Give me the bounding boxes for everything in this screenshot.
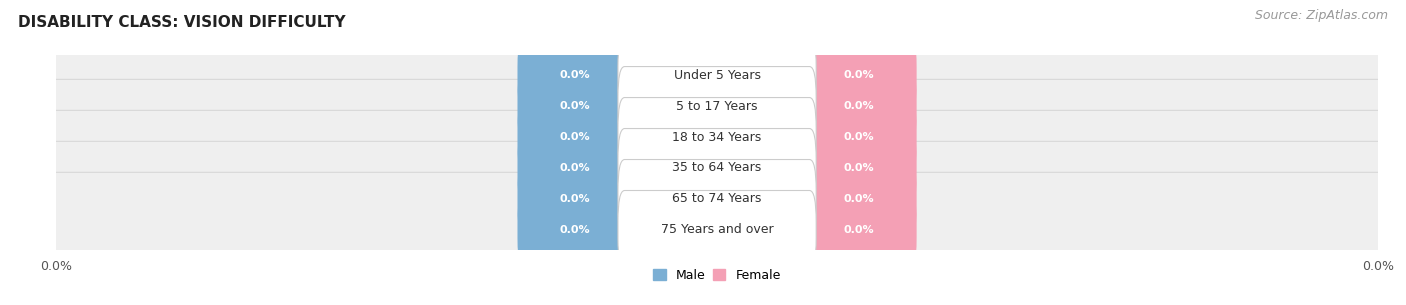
FancyBboxPatch shape <box>801 185 917 275</box>
FancyBboxPatch shape <box>617 128 815 207</box>
FancyBboxPatch shape <box>517 61 633 151</box>
FancyBboxPatch shape <box>801 154 917 244</box>
FancyBboxPatch shape <box>801 61 917 151</box>
FancyBboxPatch shape <box>46 17 1388 133</box>
Text: 75 Years and over: 75 Years and over <box>661 224 773 236</box>
FancyBboxPatch shape <box>46 172 1388 288</box>
FancyBboxPatch shape <box>617 98 815 177</box>
FancyBboxPatch shape <box>617 191 815 269</box>
FancyBboxPatch shape <box>801 30 917 120</box>
Text: 0.0%: 0.0% <box>560 132 591 142</box>
Text: 0.0%: 0.0% <box>844 70 875 80</box>
FancyBboxPatch shape <box>517 154 633 244</box>
Text: DISABILITY CLASS: VISION DIFFICULTY: DISABILITY CLASS: VISION DIFFICULTY <box>18 15 346 30</box>
FancyBboxPatch shape <box>517 30 633 120</box>
FancyBboxPatch shape <box>801 123 917 213</box>
Text: 0.0%: 0.0% <box>560 101 591 111</box>
FancyBboxPatch shape <box>801 92 917 182</box>
Text: 0.0%: 0.0% <box>844 194 875 204</box>
FancyBboxPatch shape <box>517 92 633 182</box>
Text: 18 to 34 Years: 18 to 34 Years <box>672 131 762 144</box>
Text: 0.0%: 0.0% <box>560 70 591 80</box>
FancyBboxPatch shape <box>617 36 815 114</box>
Legend: Male, Female: Male, Female <box>648 264 786 287</box>
FancyBboxPatch shape <box>517 123 633 213</box>
FancyBboxPatch shape <box>617 160 815 239</box>
FancyBboxPatch shape <box>46 48 1388 164</box>
Text: 0.0%: 0.0% <box>560 225 591 235</box>
FancyBboxPatch shape <box>46 110 1388 226</box>
FancyBboxPatch shape <box>46 141 1388 257</box>
Text: 65 to 74 Years: 65 to 74 Years <box>672 192 762 206</box>
Text: 0.0%: 0.0% <box>844 101 875 111</box>
Text: 5 to 17 Years: 5 to 17 Years <box>676 99 758 113</box>
Text: Source: ZipAtlas.com: Source: ZipAtlas.com <box>1254 9 1388 22</box>
Text: 0.0%: 0.0% <box>844 163 875 173</box>
Text: Under 5 Years: Under 5 Years <box>673 69 761 81</box>
Text: 0.0%: 0.0% <box>844 225 875 235</box>
Text: 0.0%: 0.0% <box>560 163 591 173</box>
Text: 0.0%: 0.0% <box>844 132 875 142</box>
Text: 0.0%: 0.0% <box>560 194 591 204</box>
FancyBboxPatch shape <box>617 66 815 145</box>
FancyBboxPatch shape <box>46 79 1388 195</box>
Text: 35 to 64 Years: 35 to 64 Years <box>672 161 762 174</box>
FancyBboxPatch shape <box>517 185 633 275</box>
